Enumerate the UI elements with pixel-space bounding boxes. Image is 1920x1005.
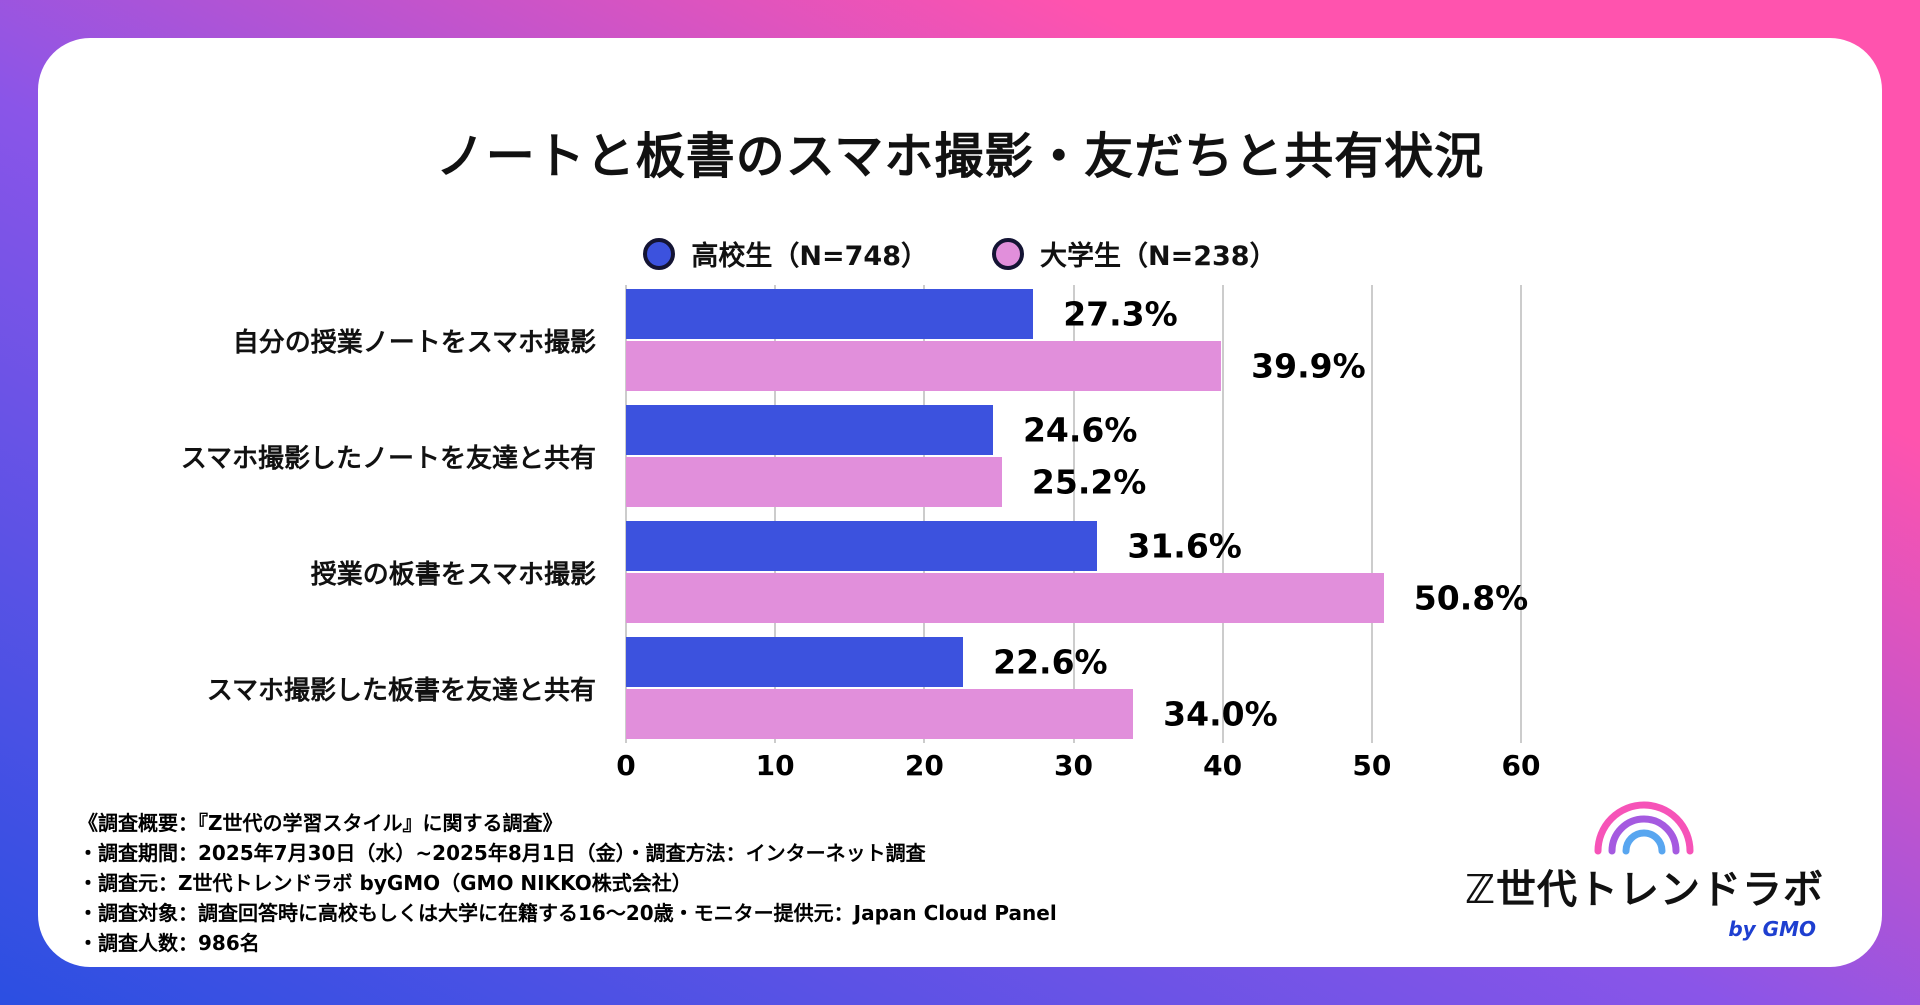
gridline	[625, 285, 627, 743]
bar-chart: 自分の授業ノートをスマホ撮影 スマホ撮影したノートを友達と共有 授業の板書をスマ…	[78, 285, 1540, 793]
value-label: 25.2%	[1031, 462, 1147, 502]
note-line: ・調査元：Z世代トレンドラボ byGMO（GMO NIKKO株式会社）	[78, 871, 692, 895]
legend: 高校生（N=748） 大学生（N=238）	[38, 234, 1882, 273]
bar-group: 24.6% 25.2%	[626, 405, 1521, 507]
value-label: 24.6%	[1022, 410, 1138, 450]
infographic-card: ノートと板書のスマホ撮影・友だちと共有状況 高校生（N=748） 大学生（N=2…	[38, 38, 1882, 967]
gridline	[1370, 285, 1373, 743]
survey-notes: 《調査概要：『Z世代の学習スタイル』に関する調査》 ・調査期間：2025年7月3…	[78, 808, 1057, 958]
x-tick-label: 60	[1501, 749, 1541, 782]
gridline	[1520, 285, 1522, 743]
gridline	[1221, 285, 1224, 743]
x-tick-label: 20	[904, 749, 944, 782]
category-label: 授業の板書をスマホ撮影	[310, 559, 596, 590]
page-title: ノートと板書のスマホ撮影・友だちと共有状況	[435, 127, 1485, 185]
note-line: ・調査対象：調査回答時に高校もしくは大学に在籍する16～20歳・モニター提供元：…	[78, 901, 1057, 925]
value-label: 31.6%	[1127, 526, 1242, 566]
bar-university: 39.9%	[626, 341, 1366, 391]
logo-arcs-icon	[1594, 801, 1694, 855]
x-tick-label: 0	[616, 749, 636, 782]
gridline	[923, 285, 926, 743]
note-line: 《調査概要：『Z世代の学習スタイル』に関する調査》	[78, 811, 563, 835]
bar-highschool: 24.6%	[626, 405, 1137, 455]
category-label: スマホ撮影したノートを友達と共有	[180, 443, 596, 474]
logo-byline: by GMO	[1728, 917, 1816, 941]
legend-swatch-highschool-icon	[643, 237, 676, 270]
category-label: スマホ撮影した板書を友達と共有	[206, 675, 596, 706]
x-tick-label: 30	[1054, 749, 1093, 782]
bar-highschool: 27.3%	[626, 289, 1178, 339]
value-label: 34.0%	[1163, 694, 1278, 734]
bar-group: 27.3% 39.9%	[626, 289, 1521, 391]
value-label: 22.6%	[993, 642, 1108, 682]
legend-label-university: 大学生（N=238）	[1040, 241, 1277, 272]
value-label: 39.9%	[1251, 346, 1366, 386]
legend-label-highschool: 高校生（N=748）	[691, 241, 928, 272]
legend-swatch-university-icon	[992, 237, 1024, 270]
legend-item-university: 大学生（N=238）	[992, 234, 1277, 273]
legend-item-highschool: 高校生（N=748）	[643, 234, 928, 273]
value-label: 50.8%	[1413, 578, 1529, 618]
note-line: ・調査人数：986名	[78, 931, 260, 955]
bar-group: 22.6% 34.0%	[626, 637, 1521, 739]
plot-area: 27.3% 39.9% 24.6% 25.2% 31	[625, 285, 1528, 743]
gridline	[774, 285, 777, 743]
note-line: ・調査期間：2025年7月30日（水）~2025年8月1日（金）・調査方法：イン…	[78, 841, 926, 865]
logo-text: ℤ世代トレンドラボ	[1464, 867, 1824, 913]
bar-university: 34.0%	[626, 689, 1278, 739]
brand-logo: ℤ世代トレンドラボ by GMO	[1465, 791, 1824, 941]
category-label: 自分の授業ノートをスマホ撮影	[232, 327, 596, 358]
bar-highschool: 31.6%	[626, 521, 1242, 571]
bar-group: 31.6% 50.8%	[626, 521, 1528, 623]
x-tick-label: 50	[1352, 749, 1392, 782]
bar-university: 50.8%	[626, 573, 1528, 623]
category-labels: 自分の授業ノートをスマホ撮影 スマホ撮影したノートを友達と共有 授業の板書をスマ…	[78, 289, 626, 793]
gridline	[1072, 285, 1075, 743]
x-tick-label: 10	[755, 749, 795, 782]
bar-highschool: 22.6%	[626, 637, 1108, 687]
value-label: 27.3%	[1063, 294, 1178, 334]
x-axis: 0 10 20 30 40 50 60	[616, 749, 1540, 793]
x-tick-label: 40	[1203, 749, 1243, 782]
bar-university: 25.2%	[626, 457, 1146, 507]
